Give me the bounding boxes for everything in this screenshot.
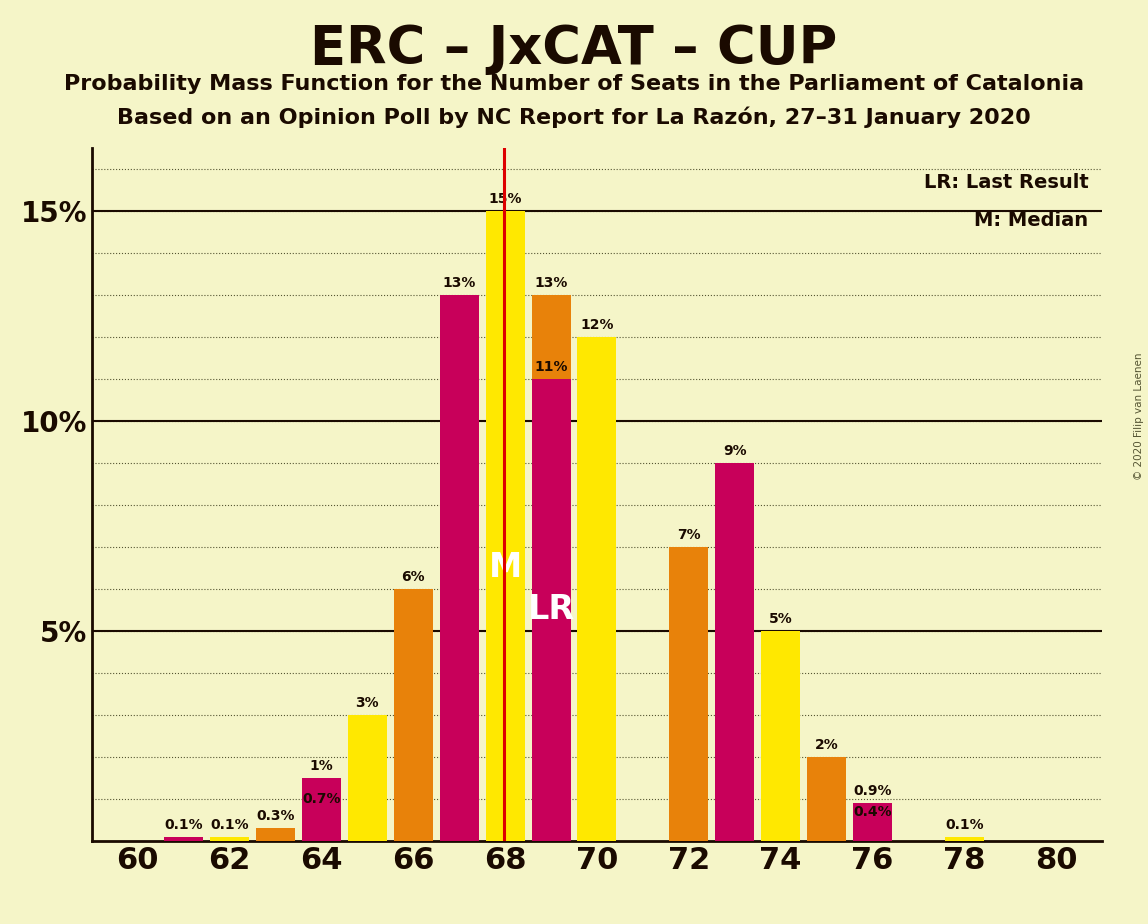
Bar [440, 295, 479, 841]
Bar [807, 757, 846, 841]
Text: 3%: 3% [356, 696, 379, 710]
Bar [394, 589, 433, 841]
Bar [945, 836, 984, 841]
Text: 13%: 13% [442, 275, 476, 290]
Text: © 2020 Filip van Laenen: © 2020 Filip van Laenen [1134, 352, 1143, 480]
Bar [577, 337, 616, 841]
Text: 7%: 7% [677, 528, 700, 541]
Text: 12%: 12% [580, 318, 614, 332]
Bar [669, 547, 708, 841]
Text: M: Median: M: Median [975, 211, 1088, 230]
Bar [210, 836, 249, 841]
Text: 9%: 9% [723, 444, 746, 457]
Bar [532, 295, 571, 841]
Text: LR: Last Result: LR: Last Result [923, 173, 1088, 192]
Text: 0.4%: 0.4% [853, 805, 892, 819]
Bar [853, 803, 892, 841]
Text: 6%: 6% [402, 570, 425, 584]
Text: 2%: 2% [815, 737, 838, 752]
Bar [532, 379, 571, 841]
Text: 0.3%: 0.3% [256, 809, 295, 823]
Text: 5%: 5% [769, 612, 792, 626]
Bar [164, 836, 203, 841]
Bar [715, 463, 754, 841]
Text: Based on an Opinion Poll by NC Report for La Razón, 27–31 January 2020: Based on an Opinion Poll by NC Report fo… [117, 106, 1031, 128]
Text: Probability Mass Function for the Number of Seats in the Parliament of Catalonia: Probability Mass Function for the Number… [64, 74, 1084, 94]
Text: 0.7%: 0.7% [302, 793, 341, 807]
Text: 1%: 1% [310, 759, 333, 772]
Text: 0.9%: 0.9% [853, 784, 892, 798]
Text: 15%: 15% [488, 192, 522, 206]
Bar [348, 715, 387, 841]
Text: M: M [489, 552, 521, 584]
Text: 0.1%: 0.1% [945, 818, 984, 832]
Bar [761, 631, 800, 841]
Text: ERC – JxCAT – CUP: ERC – JxCAT – CUP [310, 23, 838, 75]
Text: LR: LR [527, 593, 575, 626]
Bar [302, 778, 341, 841]
Text: 13%: 13% [534, 275, 568, 290]
Bar [486, 211, 525, 841]
Text: 11%: 11% [534, 359, 568, 374]
Text: 0.1%: 0.1% [210, 818, 249, 832]
Bar [853, 824, 892, 841]
Text: 0.1%: 0.1% [164, 818, 203, 832]
Bar [256, 828, 295, 841]
Bar [302, 811, 341, 841]
